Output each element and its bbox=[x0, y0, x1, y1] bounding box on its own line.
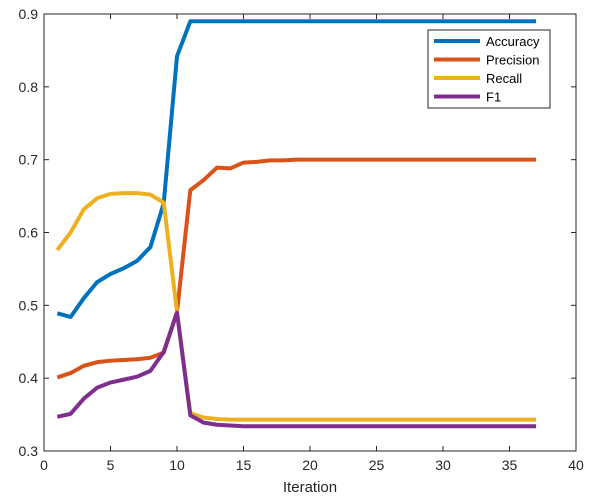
legend-label-f1: F1 bbox=[486, 90, 501, 105]
series-line-accuracy bbox=[56, 19, 537, 319]
y-tick-label: 0.9 bbox=[19, 6, 39, 22]
y-tick-label: 0.6 bbox=[19, 225, 39, 241]
x-tick-label: 10 bbox=[169, 457, 185, 473]
legend-label-precision: Precision bbox=[486, 53, 539, 68]
series-line-recall bbox=[55, 191, 537, 422]
y-tick-label: 0.7 bbox=[19, 152, 39, 168]
x-tick-label: 35 bbox=[502, 457, 518, 473]
x-axis-ticks: 0 5 10 15 20 25 30 35 40 bbox=[40, 14, 584, 473]
legend-label-accuracy: Accuracy bbox=[486, 34, 540, 49]
y-tick-label: 0.8 bbox=[19, 79, 39, 95]
series-layer bbox=[55, 19, 537, 429]
y-tick-label: 0.5 bbox=[19, 297, 39, 313]
legend-label-recall: Recall bbox=[486, 71, 522, 86]
x-tick-label: 0 bbox=[40, 457, 48, 473]
series-line-f1 bbox=[56, 310, 537, 429]
x-tick-label: 20 bbox=[302, 457, 318, 473]
x-tick-label: 25 bbox=[369, 457, 385, 473]
series-line-precision bbox=[56, 157, 537, 380]
y-tick-label: 0.4 bbox=[19, 370, 39, 386]
y-tick-label: 0.3 bbox=[19, 443, 39, 459]
x-tick-label: 30 bbox=[435, 457, 451, 473]
x-tick-label: 40 bbox=[568, 457, 584, 473]
x-axis-title: Iteration bbox=[283, 479, 337, 496]
legend: Accuracy Precision Recall F1 bbox=[427, 29, 551, 109]
y-axis-ticks: 0.3 0.4 0.5 0.6 0.7 0.8 0.9 bbox=[19, 6, 576, 459]
x-tick-label: 5 bbox=[107, 457, 115, 473]
x-tick-label: 15 bbox=[236, 457, 252, 473]
